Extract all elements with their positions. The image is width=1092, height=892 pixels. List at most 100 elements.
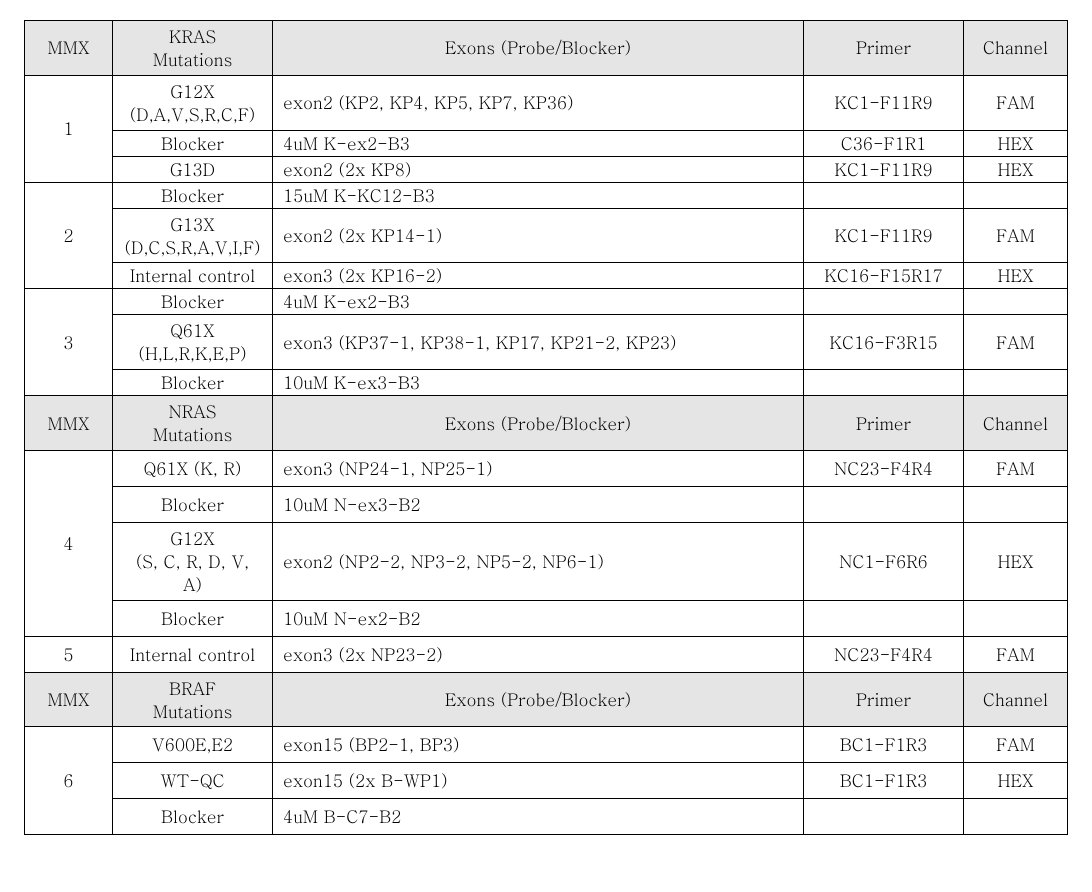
cell-mut: G13D [113, 156, 273, 182]
col-primer: Primer [804, 21, 964, 76]
col-exon: Exons (Probe/Blocker) [273, 396, 804, 451]
table-row: 4 Q61X (K, R) exon3 (NP24-1, NP25-1) NC2… [25, 451, 1068, 487]
col-mmx: MMX [25, 396, 113, 451]
cell-exon: exon3 (2x KP16-2) [273, 263, 804, 289]
cell-mut: G13X(D,C,S,R,A,V,I,F) [113, 208, 273, 263]
cell-exon: 10uM N-ex2-B2 [273, 600, 804, 636]
cell-mut: Internal control [113, 263, 273, 289]
cell-exon: exon2 (NP2-2, NP3-2, NP5-2, NP6-1) [273, 522, 804, 600]
table-row: Blocker 10uM N-ex3-B2 [25, 486, 1068, 522]
cell-primer [804, 600, 964, 636]
table-row: 5 Internal control exon3 (2x NP23-2) NC2… [25, 636, 1068, 672]
cell-exon: exon2 (2x KP8) [273, 156, 804, 182]
cell-channel: HEX [964, 763, 1068, 799]
cell-primer: KC16-F15R17 [804, 263, 964, 289]
cell-exon: exon3 (KP37-1, KP38-1, KP17, KP21-2, KP2… [273, 315, 804, 370]
cell-exon: exon3 (2x NP23-2) [273, 636, 804, 672]
cell-mmx: 5 [25, 636, 113, 672]
cell-channel: HEX [964, 263, 1068, 289]
table-row: 2 Blocker 15uM K-KC12-B3 [25, 182, 1068, 208]
col-mut: BRAFMutations [113, 672, 273, 727]
col-mmx: MMX [25, 672, 113, 727]
col-mut: KRASMutations [113, 21, 273, 76]
cell-exon: exon15 (2x B-WP1) [273, 763, 804, 799]
cell-mmx: 6 [25, 727, 113, 835]
cell-primer: C36-F1R1 [804, 130, 964, 156]
cell-channel [964, 289, 1068, 315]
table-row: Q61X(H,L,R,K,E,P) exon3 (KP37-1, KP38-1,… [25, 315, 1068, 370]
cell-primer: BC1-F1R3 [804, 763, 964, 799]
cell-exon: exon15 (BP2-1, BP3) [273, 727, 804, 763]
cell-exon: 4uM K-ex2-B3 [273, 289, 804, 315]
cell-channel [964, 799, 1068, 835]
cell-mut: Internal control [113, 636, 273, 672]
cell-channel: FAM [964, 315, 1068, 370]
cell-mut: WT-QC [113, 763, 273, 799]
table-row: Internal control exon3 (2x KP16-2) KC16-… [25, 263, 1068, 289]
table-row: G12X(S, C, R, D, V,A) exon2 (NP2-2, NP3-… [25, 522, 1068, 600]
cell-exon: 4uM B-C7-B2 [273, 799, 804, 835]
header-row-kras: MMX KRASMutations Exons (Probe/Blocker) … [25, 21, 1068, 76]
cell-exon: 4uM K-ex2-B3 [273, 130, 804, 156]
cell-exon: exon3 (NP24-1, NP25-1) [273, 451, 804, 487]
cell-primer: BC1-F1R3 [804, 727, 964, 763]
cell-primer: KC1-F11R9 [804, 208, 964, 263]
col-channel: Channel [964, 396, 1068, 451]
cell-exon: exon2 (KP2, KP4, KP5, KP7, KP36) [273, 75, 804, 130]
cell-exon: 10uM N-ex3-B2 [273, 486, 804, 522]
cell-mut: V600E,E2 [113, 727, 273, 763]
cell-mut: Blocker [113, 182, 273, 208]
cell-primer [804, 370, 964, 396]
col-channel: Channel [964, 672, 1068, 727]
cell-channel: FAM [964, 451, 1068, 487]
table-row: G13D exon2 (2x KP8) KC1-F11R9 HEX [25, 156, 1068, 182]
table-row: WT-QC exon15 (2x B-WP1) BC1-F1R3 HEX [25, 763, 1068, 799]
cell-mut: G12X(S, C, R, D, V,A) [113, 522, 273, 600]
table-row: Blocker 10uM N-ex2-B2 [25, 600, 1068, 636]
header-row-nras: MMX NRASMutations Exons (Probe/Blocker) … [25, 396, 1068, 451]
cell-mmx: 3 [25, 289, 113, 396]
table-row: Blocker 4uM K-ex2-B3 C36-F1R1 HEX [25, 130, 1068, 156]
cell-channel: FAM [964, 727, 1068, 763]
cell-channel: FAM [964, 75, 1068, 130]
mutation-table: MMX KRASMutations Exons (Probe/Blocker) … [24, 20, 1068, 835]
cell-mmx: 4 [25, 451, 113, 637]
table-row: G13X(D,C,S,R,A,V,I,F) exon2 (2x KP14-1) … [25, 208, 1068, 263]
col-exon: Exons (Probe/Blocker) [273, 21, 804, 76]
cell-mut: Q61X (K, R) [113, 451, 273, 487]
cell-mmx: 2 [25, 182, 113, 289]
cell-primer [804, 799, 964, 835]
cell-channel [964, 182, 1068, 208]
col-channel: Channel [964, 21, 1068, 76]
cell-channel: FAM [964, 636, 1068, 672]
table-row: 6 V600E,E2 exon15 (BP2-1, BP3) BC1-F1R3 … [25, 727, 1068, 763]
cell-channel [964, 370, 1068, 396]
col-primer: Primer [804, 672, 964, 727]
cell-channel [964, 486, 1068, 522]
cell-mmx: 1 [25, 75, 113, 182]
table-row: 1 G12X(D,A,V,S,R,C,F) exon2 (KP2, KP4, K… [25, 75, 1068, 130]
cell-exon: 10uM K-ex3-B3 [273, 370, 804, 396]
cell-primer: NC1-F6R6 [804, 522, 964, 600]
col-mut: NRASMutations [113, 396, 273, 451]
cell-channel [964, 600, 1068, 636]
cell-exon: 15uM K-KC12-B3 [273, 182, 804, 208]
cell-mut: Blocker [113, 370, 273, 396]
cell-mut: Blocker [113, 130, 273, 156]
cell-mut: Blocker [113, 289, 273, 315]
cell-channel: FAM [964, 208, 1068, 263]
table-row: Blocker 4uM B-C7-B2 [25, 799, 1068, 835]
table-row: 3 Blocker 4uM K-ex2-B3 [25, 289, 1068, 315]
cell-channel: HEX [964, 522, 1068, 600]
cell-primer: KC1-F11R9 [804, 156, 964, 182]
cell-primer [804, 182, 964, 208]
table-row: Blocker 10uM K-ex3-B3 [25, 370, 1068, 396]
cell-primer: NC23-F4R4 [804, 451, 964, 487]
cell-mut: Blocker [113, 486, 273, 522]
header-row-braf: MMX BRAFMutations Exons (Probe/Blocker) … [25, 672, 1068, 727]
cell-primer [804, 289, 964, 315]
cell-channel: HEX [964, 130, 1068, 156]
cell-exon: exon2 (2x KP14-1) [273, 208, 804, 263]
cell-primer [804, 486, 964, 522]
col-mmx: MMX [25, 21, 113, 76]
